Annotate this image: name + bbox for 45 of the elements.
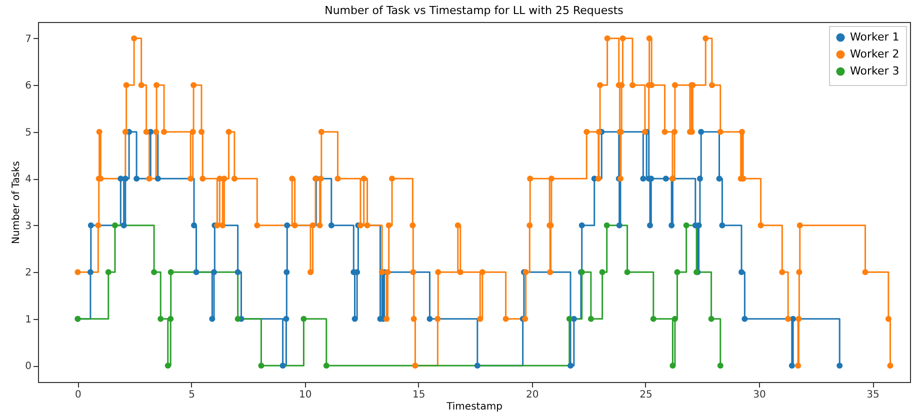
y-tick-label: 3 [25, 220, 32, 232]
point [112, 222, 118, 228]
y-tick-label: 5 [25, 127, 32, 138]
point [566, 316, 572, 322]
point [151, 269, 158, 276]
x-tick-label: 20 [526, 390, 539, 400]
point [683, 222, 690, 228]
point [234, 316, 241, 322]
point [258, 362, 264, 369]
point [650, 316, 656, 322]
x-tick-label: 10 [298, 390, 312, 400]
y-tick-label: 0 [25, 361, 32, 372]
point [158, 316, 164, 322]
point [674, 269, 680, 276]
x-tick-label: 25 [640, 390, 652, 400]
y-tick-label: 2 [25, 268, 32, 279]
y-tick-label: 4 [25, 174, 32, 186]
legend-label: Worker 3 [850, 64, 900, 78]
x-tick-label: 5 [188, 390, 195, 400]
point [672, 316, 678, 322]
legend-label: Worker 2 [850, 48, 900, 60]
point [670, 362, 676, 369]
x-tick-label: 15 [412, 390, 426, 400]
x-tick-label: 30 [753, 390, 766, 400]
point [604, 222, 610, 228]
point [599, 269, 606, 276]
y-tick-label: 6 [25, 80, 32, 92]
y-tick-label: 1 [25, 314, 32, 326]
x-tick-label: 35 [866, 390, 880, 400]
point [588, 316, 594, 322]
point [624, 269, 630, 276]
point [717, 362, 724, 369]
legend-label: Worker 1 [850, 30, 900, 44]
chart-title: Number of Task vs Timestamp for LL with 25 Requests [324, 4, 624, 17]
point [168, 316, 174, 322]
point [300, 316, 307, 322]
y-axis-title: Number of Tasks [11, 161, 22, 244]
point [708, 316, 714, 322]
point [168, 269, 174, 276]
point [164, 362, 171, 369]
x-tick-label: 0 [75, 390, 82, 400]
point [323, 362, 330, 369]
x-axis-title: Timestamp [446, 402, 502, 412]
y-tick-label: 7 [25, 34, 32, 45]
point [105, 269, 112, 276]
